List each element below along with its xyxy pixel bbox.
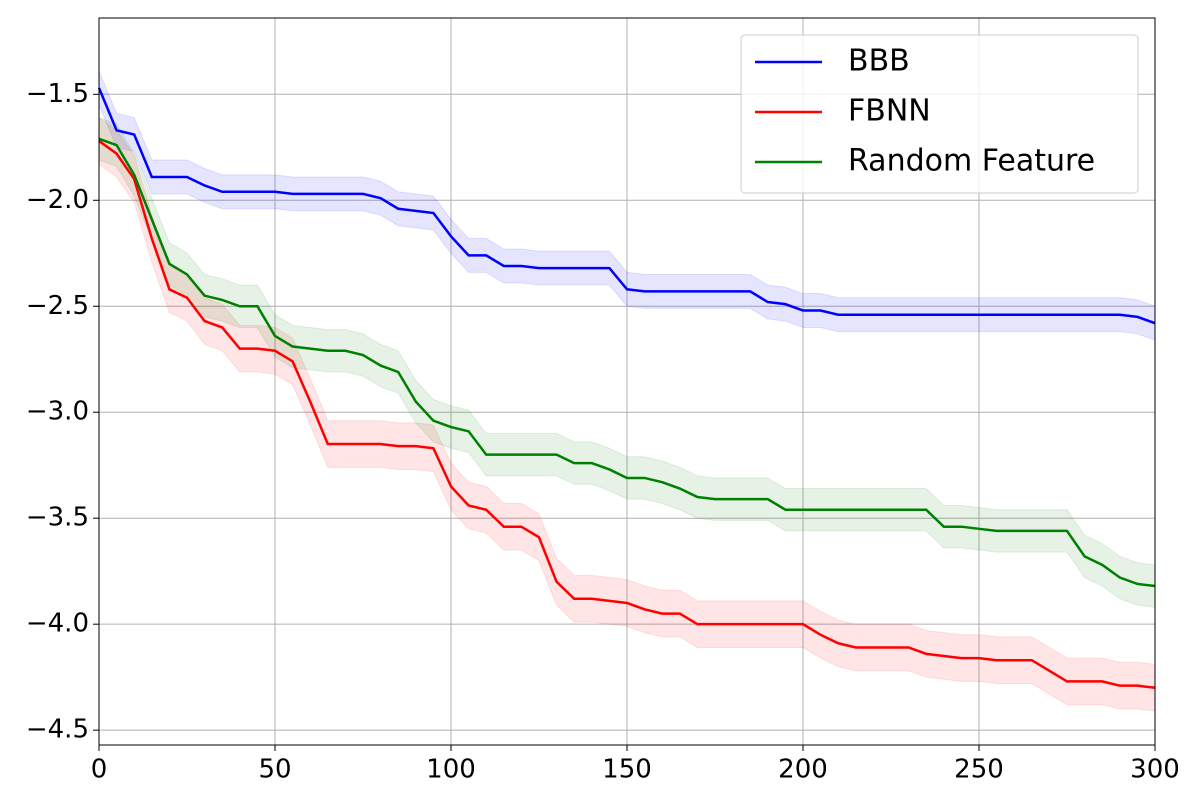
x-tick-label: 150 — [602, 755, 652, 785]
legend: BBB FBNN Random Feature — [740, 34, 1139, 194]
x-tick-label: 50 — [258, 755, 291, 785]
y-tick-label: −4.5 — [26, 715, 89, 745]
legend-box — [740, 34, 1139, 194]
x-tick-label: 300 — [1130, 755, 1180, 785]
series-line — [98, 137, 1156, 588]
x-tick-label: 250 — [954, 755, 1004, 785]
x-tick-label: 200 — [778, 755, 828, 785]
y-tick-label: −4.0 — [26, 609, 89, 639]
legend-label: BBB — [848, 44, 910, 79]
y-tick-label: −3.5 — [26, 503, 89, 533]
y-tick-label: −2.5 — [26, 291, 89, 321]
y-tick-label: −1.5 — [26, 79, 89, 109]
series-line — [97, 87, 1156, 325]
x-tick-label: 0 — [91, 755, 108, 785]
y-tick-label: −2.0 — [26, 185, 89, 215]
y-tick-label: −3.0 — [26, 397, 89, 427]
series-line — [98, 139, 1156, 690]
x-tick-label: 100 — [426, 755, 476, 785]
legend-label: Random Feature — [848, 144, 1095, 179]
plot-frame — [98, 17, 1156, 746]
legend-label: FBNN — [848, 94, 931, 129]
